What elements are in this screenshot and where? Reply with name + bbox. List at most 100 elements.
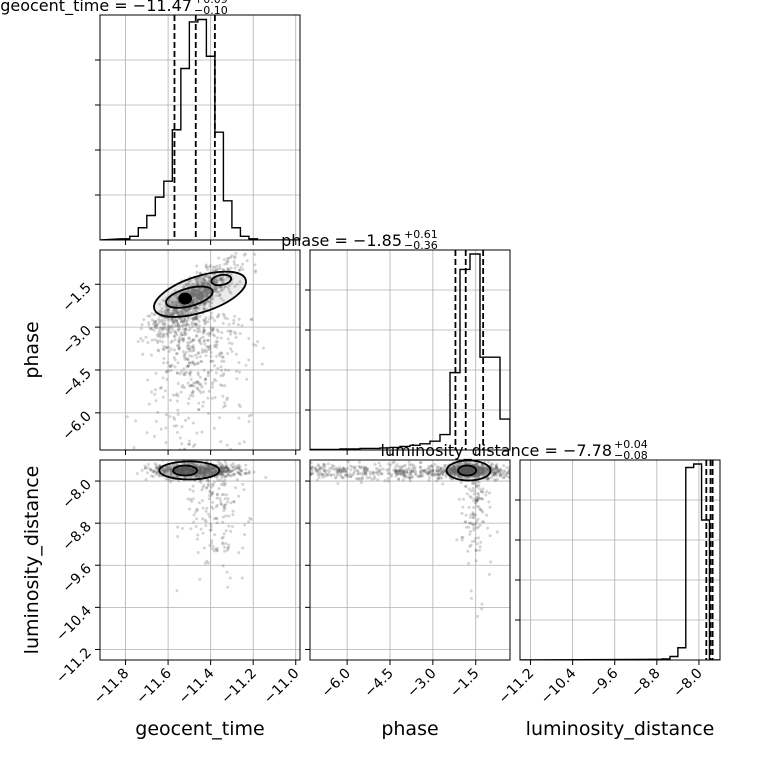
sample-point — [430, 470, 434, 474]
sample-point — [203, 302, 207, 306]
sample-point — [476, 474, 480, 478]
sample-point — [506, 471, 510, 475]
sample-point — [206, 374, 210, 378]
sample-point — [479, 540, 483, 544]
sample-point — [180, 385, 184, 389]
sample-point — [410, 470, 414, 474]
sample-point — [407, 460, 411, 464]
sample-point — [475, 526, 479, 530]
sample-point — [310, 465, 314, 469]
sample-point — [171, 320, 175, 324]
sample-point — [205, 292, 209, 296]
sample-point — [232, 473, 236, 477]
sample-point — [207, 283, 211, 287]
sample-point — [443, 464, 447, 468]
sample-point — [192, 328, 196, 332]
sample-point — [471, 516, 475, 520]
sample-point — [197, 288, 201, 292]
sample-point — [190, 289, 194, 293]
sample-point — [173, 365, 177, 369]
sample-point — [224, 503, 228, 507]
sample-point — [176, 292, 180, 296]
sample-point — [183, 352, 187, 356]
sample-point — [197, 289, 201, 293]
sample-point — [177, 313, 181, 317]
sample-point — [499, 467, 503, 471]
sample-point — [196, 463, 200, 467]
sample-point — [219, 373, 223, 377]
sample-point — [370, 477, 374, 481]
sample-point — [190, 302, 194, 306]
sample-point — [212, 279, 216, 283]
sample-point — [188, 371, 192, 375]
sample-point — [157, 464, 161, 468]
sample-point — [460, 536, 464, 540]
sample-point — [184, 418, 188, 422]
sample-point — [397, 469, 401, 473]
sample-point — [440, 470, 444, 474]
sample-point — [226, 468, 230, 472]
sample-point — [190, 290, 194, 294]
sample-point — [177, 327, 181, 331]
sample-point — [410, 463, 414, 467]
sample-point — [197, 469, 201, 473]
sample-point — [486, 469, 490, 473]
sample-point — [210, 311, 214, 315]
sample-point — [247, 471, 251, 475]
sample-point — [335, 466, 339, 470]
sample-point — [198, 471, 202, 475]
sample-point — [464, 520, 468, 524]
sample-point — [203, 467, 207, 471]
sample-point — [175, 424, 179, 428]
sample-point — [161, 318, 165, 322]
sample-point — [428, 470, 432, 474]
sample-point — [223, 469, 227, 473]
sample-point — [470, 522, 474, 526]
sample-point — [198, 296, 202, 300]
sample-point — [188, 347, 192, 351]
sample-point — [203, 470, 207, 474]
sample-point — [247, 337, 251, 341]
sample-point — [160, 307, 164, 311]
sample-point — [196, 317, 200, 321]
sample-point — [200, 385, 204, 389]
sample-point — [226, 352, 230, 356]
sample-point — [209, 350, 213, 354]
x-axis-label: geocent_time — [135, 718, 264, 740]
sample-point — [455, 463, 459, 467]
sample-point — [176, 525, 180, 529]
sample-point — [194, 295, 198, 299]
sample-point — [408, 476, 412, 480]
sample-point — [200, 471, 204, 475]
sample-point — [222, 405, 226, 409]
sample-point — [459, 462, 463, 466]
sample-point — [201, 294, 205, 298]
sample-point — [225, 396, 229, 400]
sample-point — [481, 520, 485, 524]
sample-point — [152, 319, 156, 323]
sample-point — [204, 467, 208, 471]
sample-point — [157, 474, 161, 478]
sample-point — [163, 468, 167, 472]
sample-point — [422, 469, 426, 473]
sample-point — [153, 338, 157, 342]
sample-point — [168, 299, 172, 303]
sample-point — [228, 576, 232, 580]
sample-point — [191, 361, 195, 365]
sample-point — [177, 343, 181, 347]
sample-point — [464, 525, 468, 529]
sample-point — [498, 471, 502, 475]
sample-point — [209, 472, 213, 476]
sample-point — [482, 470, 486, 474]
sample-point — [196, 296, 200, 300]
sample-point — [476, 525, 480, 529]
sample-point — [175, 304, 179, 308]
sample-point — [199, 474, 203, 478]
sample-point — [188, 340, 192, 344]
sample-point — [177, 317, 181, 321]
sample-point — [494, 466, 498, 470]
sample-point — [215, 496, 219, 500]
sample-point — [180, 333, 184, 337]
sample-point — [453, 471, 457, 475]
